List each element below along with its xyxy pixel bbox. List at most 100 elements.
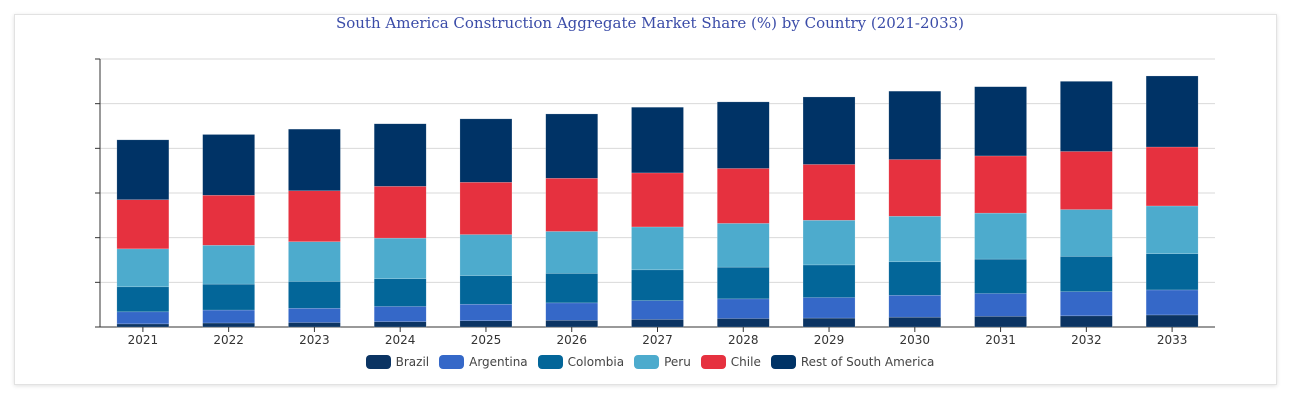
bar-brazil (631, 319, 684, 328)
bar-rest-of-south-america (545, 113, 598, 179)
bar-colombia (974, 258, 1027, 294)
bar-colombia (802, 264, 856, 298)
bar-brazil (1060, 315, 1113, 328)
x-tick-label: 2022 (213, 333, 244, 347)
x-tick-label: 2032 (1071, 333, 1102, 347)
bar-chile (288, 190, 341, 242)
bar-brazil (116, 323, 170, 328)
bar-chile (202, 194, 255, 246)
bar-colombia (1060, 256, 1113, 292)
bar-peru (545, 231, 598, 274)
bar-chile (1145, 146, 1199, 207)
bar-rest-of-south-america (888, 90, 942, 160)
bar-argentina (1145, 289, 1199, 316)
legend-label: Argentina (469, 355, 528, 369)
bar-colombia (888, 261, 942, 296)
bar-argentina (717, 298, 770, 319)
legend-item[interactable]: Chile (700, 355, 761, 369)
bar-peru (288, 241, 341, 282)
legend-item[interactable]: Colombia (537, 355, 625, 369)
bar-peru (888, 215, 942, 263)
legend-swatch (537, 355, 563, 369)
bar-rest-of-south-america (373, 123, 427, 187)
bar-brazil (459, 320, 513, 328)
x-tick-label: 2021 (128, 333, 159, 347)
bar-colombia (116, 286, 170, 313)
bar-chile (888, 159, 942, 217)
bar-chile (802, 164, 856, 221)
bar-argentina (116, 311, 170, 325)
legend-swatch (365, 355, 391, 369)
bar-brazil (717, 318, 770, 328)
bar-peru (1145, 205, 1199, 254)
bar-peru (1060, 209, 1113, 257)
bar-colombia (545, 273, 598, 304)
bar-rest-of-south-america (802, 96, 856, 165)
legend: Brazil Argentina Colombia Peru Chile Rest of … (0, 355, 1300, 369)
legend-item[interactable]: Brazil (365, 355, 430, 369)
bar-chile (974, 155, 1027, 214)
bar-chile (373, 186, 427, 239)
x-tick-label: 2029 (814, 333, 845, 347)
x-tick-label: 2033 (1157, 333, 1188, 347)
bar-brazil (802, 317, 856, 328)
bar-peru (974, 212, 1027, 260)
bar-chile (116, 199, 170, 250)
x-tick-label: 2024 (385, 333, 416, 347)
bar-argentina (888, 295, 942, 318)
bar-brazil (974, 316, 1027, 328)
legend-label: Brazil (395, 355, 430, 369)
x-tick-label: 2026 (556, 333, 587, 347)
bar-chile (717, 168, 770, 224)
legend-swatch (634, 355, 660, 369)
x-tick-label: 2025 (471, 333, 502, 347)
bar-argentina (802, 297, 856, 319)
bar-chile (545, 178, 598, 232)
legend-label: Chile (730, 355, 761, 369)
bar-colombia (202, 283, 255, 311)
legend-swatch (439, 355, 465, 369)
legend-label: Rest of South America (800, 355, 935, 369)
bar-peru (373, 237, 427, 280)
bar-rest-of-south-america (631, 106, 684, 174)
x-tick-label: 2023 (299, 333, 330, 347)
bar-peru (116, 248, 170, 288)
bar-colombia (1145, 253, 1199, 291)
bar-peru (802, 219, 856, 266)
bar-colombia (373, 278, 427, 307)
bar-rest-of-south-america (288, 128, 341, 192)
x-tick-label: 2028 (728, 333, 759, 347)
bar-brazil (288, 322, 341, 328)
bar-colombia (631, 269, 684, 301)
bar-rest-of-south-america (974, 86, 1027, 157)
legend-swatch (700, 355, 726, 369)
bar-brazil (373, 321, 427, 328)
x-tick-label: 2027 (642, 333, 673, 347)
bar-argentina (1060, 291, 1113, 317)
bar-rest-of-south-america (459, 118, 513, 183)
bar-brazil (1145, 314, 1199, 328)
legend-item[interactable]: Peru (634, 355, 691, 369)
bar-chile (1060, 151, 1113, 210)
bar-rest-of-south-america (1145, 75, 1199, 148)
legend-item[interactable]: Argentina (439, 355, 528, 369)
bar-argentina (288, 307, 341, 323)
legend-item[interactable]: Rest of South America (770, 355, 935, 369)
bar-rest-of-south-america (116, 139, 170, 200)
bar-rest-of-south-america (717, 101, 770, 169)
chart-title: South America Construction Aggregate Mar… (335, 14, 965, 32)
legend-swatch (770, 355, 796, 369)
bar-brazil (888, 316, 942, 328)
bar-colombia (459, 275, 513, 305)
bar-peru (717, 223, 770, 268)
bar-peru (202, 245, 255, 285)
bar-peru (459, 234, 513, 276)
legend-label: Colombia (567, 355, 625, 369)
bar-rest-of-south-america (1060, 81, 1113, 152)
bar-argentina (459, 303, 513, 321)
bar-argentina (974, 293, 1027, 317)
bar-rest-of-south-america (202, 134, 255, 196)
bar-argentina (545, 302, 598, 321)
legend-label: Peru (664, 355, 691, 369)
bar-argentina (631, 300, 684, 320)
